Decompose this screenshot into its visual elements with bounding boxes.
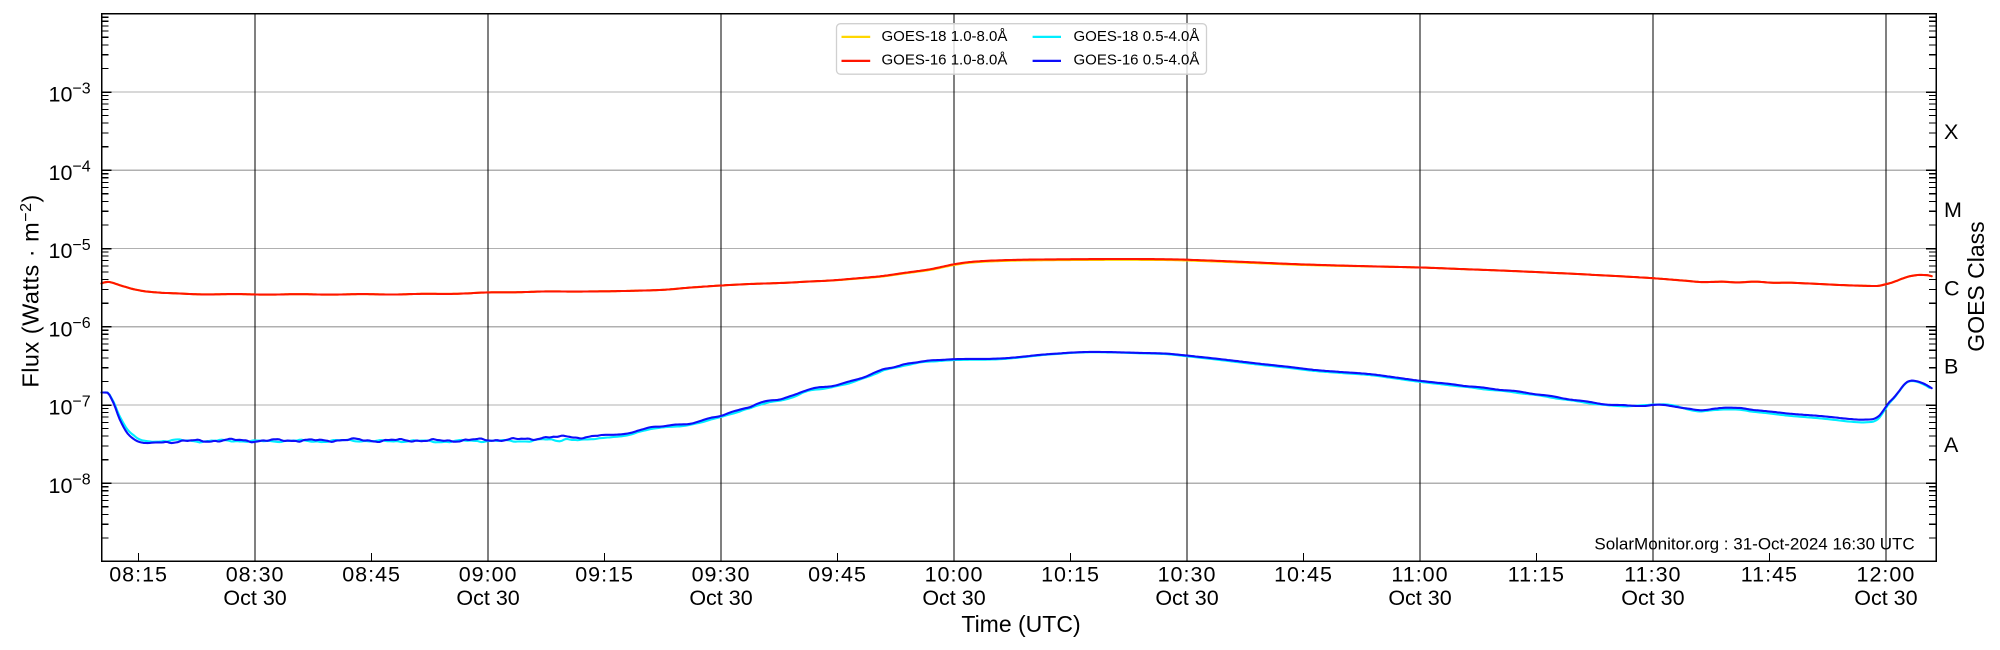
svg-text:C: C: [1944, 276, 1960, 300]
svg-text:11:00: 11:00: [1391, 563, 1448, 587]
svg-text:Oct 30: Oct 30: [689, 586, 752, 610]
svg-text:12:00: 12:00: [1856, 563, 1915, 587]
svg-text:11:15: 11:15: [1508, 563, 1565, 587]
svg-text:Time (UTC): Time (UTC): [961, 611, 1080, 637]
svg-text:X: X: [1944, 120, 1958, 144]
svg-text:Oct 30: Oct 30: [922, 586, 985, 610]
svg-text:A: A: [1944, 433, 1959, 457]
svg-text:08:30: 08:30: [226, 563, 285, 587]
svg-text:09:45: 09:45: [808, 563, 867, 587]
svg-text:08:45: 08:45: [342, 563, 401, 587]
svg-text:GOES-18 0.5-4.0Å: GOES-18 0.5-4.0Å: [1074, 28, 1200, 45]
svg-text:09:00: 09:00: [459, 563, 518, 587]
svg-text:GOES Class: GOES Class: [1963, 221, 1989, 351]
svg-text:B: B: [1944, 355, 1958, 379]
svg-text:GOES-16 1.0-8.0Å: GOES-16 1.0-8.0Å: [882, 52, 1008, 69]
svg-text:Oct 30: Oct 30: [1621, 586, 1684, 610]
svg-text:10:15: 10:15: [1041, 563, 1100, 587]
svg-text:Flux (Watts · m−2): Flux (Watts · m−2): [18, 194, 44, 387]
svg-text:GOES-18 1.0-8.0Å: GOES-18 1.0-8.0Å: [882, 28, 1008, 45]
svg-text:SolarMonitor.org : 31-Oct-2024: SolarMonitor.org : 31-Oct-2024 16:30 UTC: [1594, 535, 1914, 554]
svg-text:10:45: 10:45: [1274, 563, 1333, 587]
svg-text:11:30: 11:30: [1624, 563, 1681, 587]
svg-text:GOES-16 0.5-4.0Å: GOES-16 0.5-4.0Å: [1074, 52, 1200, 69]
svg-text:09:30: 09:30: [692, 563, 751, 587]
svg-text:Oct 30: Oct 30: [1854, 586, 1917, 610]
svg-text:10:00: 10:00: [925, 563, 984, 587]
svg-text:Oct 30: Oct 30: [223, 586, 286, 610]
svg-text:Oct 30: Oct 30: [1388, 586, 1451, 610]
svg-text:M: M: [1944, 198, 1962, 222]
svg-text:Oct 30: Oct 30: [456, 586, 519, 610]
svg-text:11:45: 11:45: [1741, 563, 1798, 587]
svg-text:10:30: 10:30: [1158, 563, 1217, 587]
svg-text:09:15: 09:15: [575, 563, 634, 587]
svg-text:Oct 30: Oct 30: [1155, 586, 1218, 610]
svg-text:08:15: 08:15: [109, 563, 168, 587]
svg-text:10−3: 10−3: [49, 80, 91, 106]
